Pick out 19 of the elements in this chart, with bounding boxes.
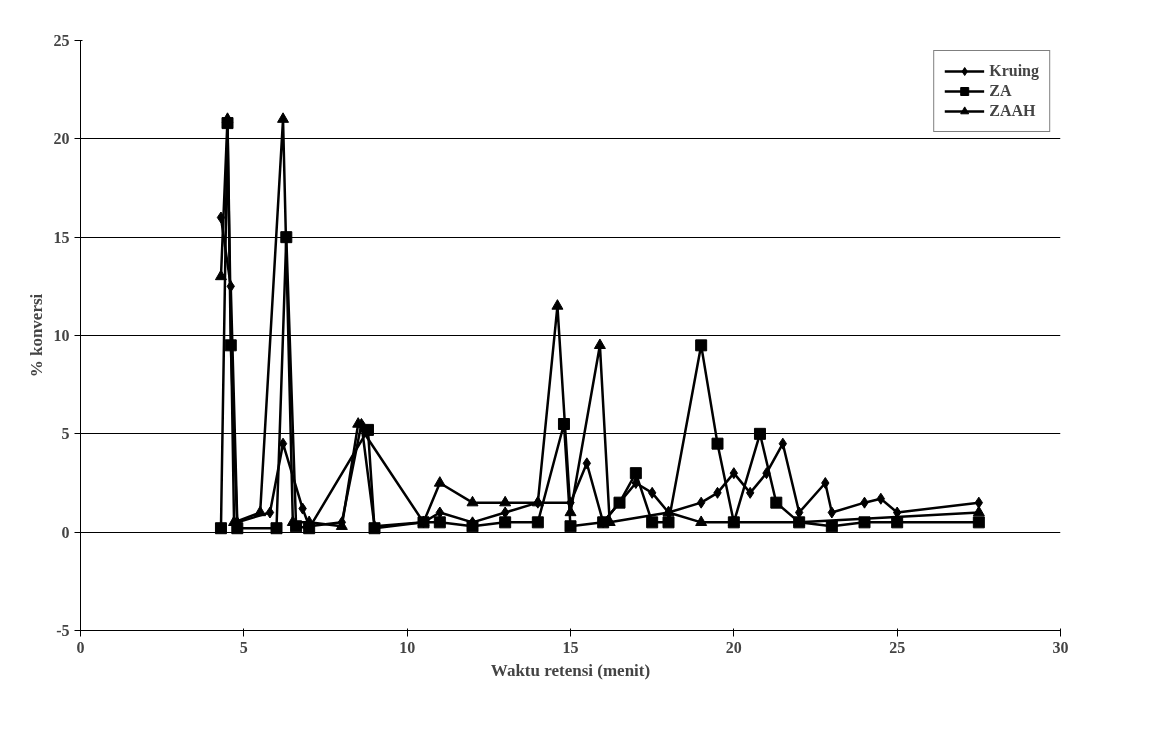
y-tick-label: 0 bbox=[61, 523, 70, 541]
y-tick-label: 20 bbox=[53, 130, 70, 148]
x-tick-label: 20 bbox=[725, 638, 742, 656]
y-tick-label: 10 bbox=[53, 327, 70, 344]
legend-label: ZAAH bbox=[989, 102, 1036, 120]
y-tick-label: 15 bbox=[53, 228, 70, 246]
x-tick-label: 15 bbox=[562, 638, 579, 656]
y-tick-label: 25 bbox=[53, 32, 70, 49]
y-tick-label: -5 bbox=[56, 622, 70, 639]
legend-label: ZA bbox=[989, 82, 1012, 100]
y-tick-label: 5 bbox=[61, 425, 70, 443]
legend-label: Kruing bbox=[989, 62, 1039, 80]
x-tick-label: 10 bbox=[399, 638, 416, 656]
y-axis-title: % konversi bbox=[26, 293, 46, 378]
x-tick-label: 0 bbox=[76, 638, 85, 656]
x-tick-label: 30 bbox=[1052, 638, 1069, 656]
x-axis-title: Waktu retensi (menit) bbox=[490, 660, 651, 680]
x-tick-label: 5 bbox=[239, 638, 248, 656]
x-tick-label: 25 bbox=[889, 638, 906, 656]
